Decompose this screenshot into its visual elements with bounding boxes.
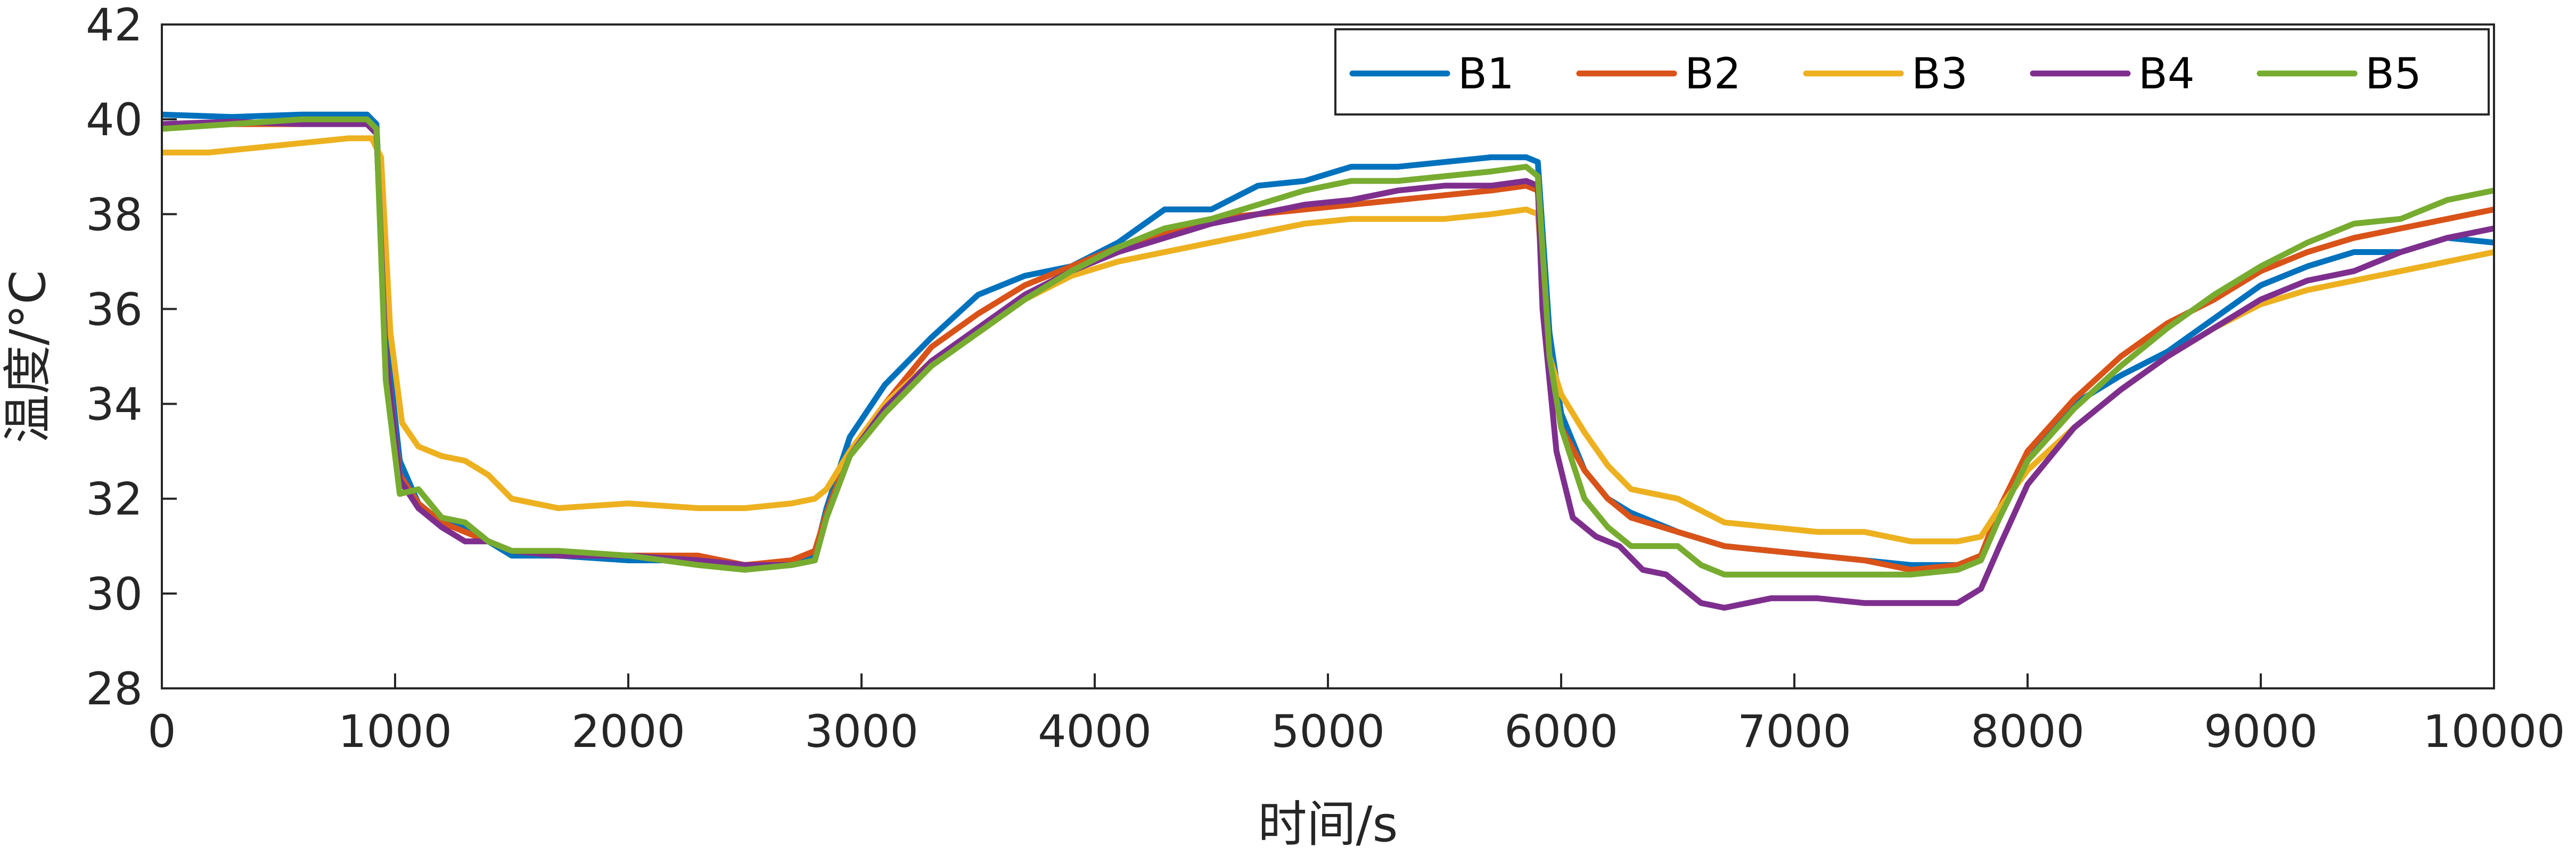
legend: B1 B2 B3 B4 B5 bbox=[1334, 28, 2490, 116]
y-axis-label: 温度/°C bbox=[0, 270, 56, 443]
x-tick-label: 10000 bbox=[2423, 705, 2565, 758]
y-axis-ticks: 28 30 32 34 36 38 40 42 bbox=[86, 0, 177, 715]
y-tick-label: 40 bbox=[86, 94, 143, 146]
x-tick-label: 5000 bbox=[1271, 705, 1385, 758]
x-axis-label: 时间/s bbox=[1258, 796, 1398, 853]
x-tick-label: 9000 bbox=[2204, 705, 2318, 758]
y-tick-label: 28 bbox=[86, 663, 143, 715]
x-axis-ticks: 0 1000 2000 3000 4000 5000 6000 7000 8000 9000 100… bbox=[147, 673, 2565, 758]
x-tick-label: 1000 bbox=[338, 705, 452, 758]
y-tick-label: 42 bbox=[86, 0, 143, 51]
x-tick-label: 2000 bbox=[571, 705, 685, 758]
y-tick-label: 34 bbox=[86, 379, 143, 431]
y-tick-label: 30 bbox=[86, 568, 143, 620]
legend-label-b5: B5 bbox=[2365, 49, 2422, 98]
x-tick-label: 7000 bbox=[1737, 705, 1851, 758]
x-tick-label: 4000 bbox=[1038, 705, 1152, 758]
x-tick-label: 6000 bbox=[1504, 705, 1618, 758]
legend-label-b2: B2 bbox=[1685, 49, 1741, 98]
series-line-b5 bbox=[162, 116, 2494, 578]
x-tick-label: 0 bbox=[147, 705, 176, 758]
y-tick-label: 32 bbox=[86, 473, 143, 525]
axes bbox=[161, 23, 2495, 689]
plot-frame bbox=[161, 23, 2495, 689]
series-layer bbox=[162, 111, 2494, 611]
y-tick-label: 38 bbox=[86, 188, 143, 241]
legend-label-b3: B3 bbox=[1912, 49, 1968, 98]
y-tick-label: 36 bbox=[86, 283, 143, 335]
legend-label-b1: B1 bbox=[1458, 49, 1514, 98]
legend-label-b4: B4 bbox=[2138, 49, 2195, 98]
x-tick-label: 3000 bbox=[805, 705, 918, 758]
x-tick-label: 8000 bbox=[1971, 705, 2085, 758]
